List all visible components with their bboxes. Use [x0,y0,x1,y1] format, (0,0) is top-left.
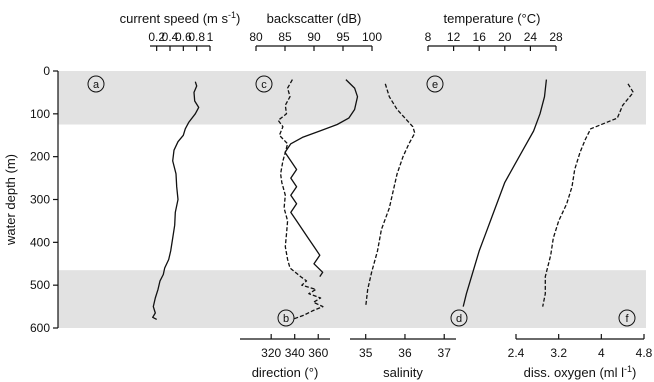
panel-4-series-0-dashed-line [542,83,634,307]
panel-0-top-axis-label: current speed (m s-1) [120,10,241,26]
panel-1-top-tick-label: 100 [362,30,382,44]
panel-3-top-tick-label: 8 [425,30,432,44]
panel-4-bottom-tick-label: 2.4 [508,346,525,360]
panel-0-top-tick-label: 0.2 [148,30,165,44]
panel-3-top-letter: e [432,79,438,91]
panel-2-bottom-letter-circle [450,309,468,327]
shaded-depth-band-2 [58,270,646,328]
depth-tick-label: 500 [30,278,50,292]
panel-4-bottom-axis-label: diss. oxygen (ml l-1) [524,364,637,380]
depth-tick-label: 300 [30,193,50,207]
panel-3-top-tick-label: 24 [524,30,538,44]
panel-0-top-tick-label: 1 [207,30,214,44]
panel-2-bottom-letter: d [456,313,462,325]
panel-1-top-letter-circle [255,75,273,93]
panel-0-series-0-solid-line [152,81,200,320]
panel-0-top-letter: a [93,79,100,91]
panel-0-bottom-tick-label: 320 [261,346,281,360]
panel-0-top-tick-label: 0.4 [162,30,179,44]
panel-4-bottom-tick-label: 3.2 [550,346,567,360]
panel-2-bottom-tick-label: 37 [438,346,452,360]
panel-0-top-tick-label: 0.6 [175,30,192,44]
depth-tick-label: 400 [30,235,50,249]
panel-3-series-0-solid-line [462,79,548,307]
depth-tick-label: 100 [30,107,50,121]
panel-2-bottom-tick-label: 36 [398,346,412,360]
panel-4-bottom-tick-label: 4.8 [636,346,653,360]
panel-1-top-tick-label: 95 [336,30,350,44]
depth-tick-label: 200 [30,150,50,164]
panel-0-bottom-letter-circle [277,309,295,327]
panel-3-top-axis-label: temperature (°C) [444,11,541,26]
panel-2-series-0-dashed-line [365,83,416,307]
panel-1-top-tick-label: 85 [278,30,292,44]
panel-4-bottom-tick-label: 4 [598,346,605,360]
panel-2-bottom-axis-label: salinity [383,365,423,380]
panel-3-top-tick-label: 16 [473,30,487,44]
panel-2-bottom-tick-label: 35 [359,346,373,360]
panel-0-bottom-tick-label: 340 [285,346,305,360]
panel-0-series-1-dashed-line [277,79,324,321]
panel-4-bottom-letter-circle [618,309,636,327]
panel-3-top-letter-circle [426,75,444,93]
panel-0-bottom-axis-label: direction (°) [252,365,319,380]
panel-1-series-0-solid-line [284,79,359,277]
panel-1-top-letter: c [261,79,267,91]
panel-1-top-tick-label: 90 [307,30,321,44]
panel-3-top-tick-label: 12 [447,30,461,44]
panel-0-top-letter-circle [87,75,105,93]
depth-tick-label: 600 [30,321,50,335]
depth-axis-label: water depth (m) [3,154,18,246]
panel-1-top-tick-label: 80 [249,30,263,44]
depth-tick-label: 0 [43,64,50,78]
panel-0-top-tick-label: 0.8 [188,30,205,44]
panel-3-top-tick-label: 20 [498,30,512,44]
panel-0-bottom-letter: b [283,313,289,325]
shaded-depth-band-1 [58,71,646,125]
panel-0-bottom-tick-label: 360 [308,346,328,360]
panel-1-top-axis-label: backscatter (dB) [267,11,362,26]
panel-3-top-tick-label: 28 [549,30,563,44]
panel-4-bottom-letter: f [625,313,629,325]
